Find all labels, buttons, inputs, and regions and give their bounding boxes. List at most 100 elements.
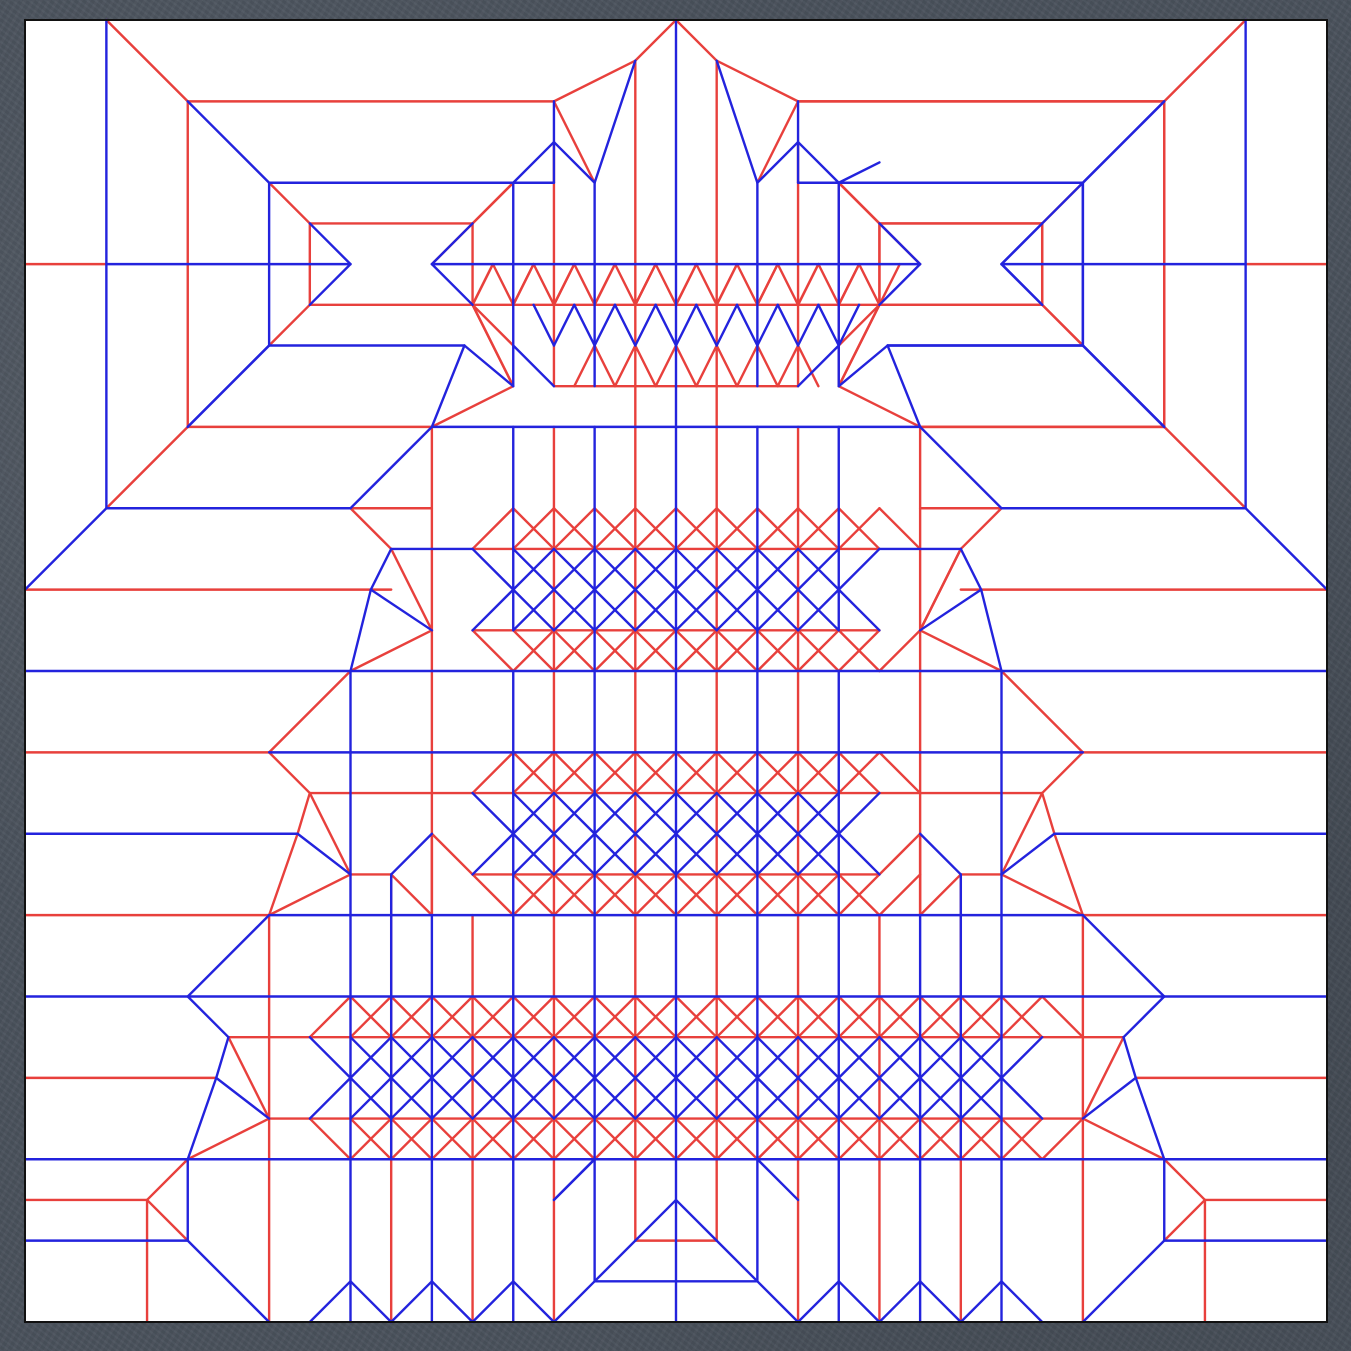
valley-crease-150 — [463, 344, 515, 388]
valley-crease-126 — [756, 303, 779, 347]
valley-crease-508 — [674, 1035, 718, 1080]
mountain-crease-207 — [918, 629, 1003, 673]
mountain-crease-267 — [552, 629, 596, 673]
valley-crease-368 — [593, 832, 637, 876]
mountain-crease-487 — [959, 995, 1003, 1039]
valley-crease-609 — [308, 1280, 352, 1324]
mountain-crease-567 — [552, 1117, 596, 1161]
valley-crease-546 — [796, 1076, 840, 1120]
valley-crease-526 — [389, 1076, 434, 1120]
valley-crease-400 — [471, 791, 515, 835]
valley-crease-130 — [837, 303, 861, 347]
valley-crease-4 — [23, 507, 108, 591]
mountain-crease-131 — [573, 344, 596, 388]
mountain-crease-312 — [1040, 791, 1056, 835]
valley-crease-630 — [552, 1280, 596, 1324]
valley-crease-613 — [471, 1280, 515, 1324]
valley-crease-176 — [1081, 344, 1166, 429]
valley-crease-622 — [756, 1158, 800, 1202]
mountain-crease-58 — [674, 18, 718, 62]
mountain-crease-271 — [634, 629, 678, 673]
valley-crease-401 — [837, 791, 881, 835]
valley-crease-64 — [593, 59, 637, 184]
mountain-crease-555 — [308, 1117, 352, 1161]
valley-crease-236 — [593, 547, 637, 591]
valley-crease-498 — [471, 1035, 515, 1080]
mountain-crease-590 — [1040, 1117, 1085, 1161]
mountain-crease-279 — [796, 629, 840, 673]
mountain-crease-409 — [918, 873, 963, 917]
valley-crease-317 — [296, 832, 352, 876]
valley-crease-262 — [796, 588, 840, 632]
valley-crease-160 — [186, 344, 271, 429]
valley-crease-244 — [756, 547, 800, 591]
mountain-crease-95 — [471, 262, 495, 307]
valley-crease-256 — [674, 588, 718, 632]
valley-crease-70 — [552, 140, 596, 184]
mountain-crease-573 — [674, 1117, 718, 1161]
mountain-crease-316 — [1000, 791, 1044, 876]
mountain-crease-215 — [552, 507, 596, 551]
mountain-crease-459 — [389, 995, 434, 1039]
mountain-crease-457 — [349, 995, 393, 1039]
valley-crease-496 — [430, 1035, 474, 1080]
valley-crease-530 — [471, 1076, 515, 1120]
valley-crease-252 — [593, 588, 637, 632]
valley-crease-71 — [756, 140, 800, 184]
mountain-crease-407 — [878, 832, 922, 876]
valley-crease-38 — [308, 262, 352, 307]
valley-crease-352 — [593, 791, 637, 835]
valley-crease-72 — [512, 140, 556, 184]
mountain-crease-561 — [430, 1117, 474, 1161]
valley-crease-203 — [979, 588, 1003, 673]
mountain-crease-100 — [613, 262, 637, 307]
valley-crease-592 — [308, 1076, 352, 1120]
mountain-crease-97 — [512, 262, 535, 307]
mountain-crease-145 — [837, 303, 881, 388]
valley-crease-624 — [634, 1198, 678, 1242]
valley-crease-608 — [1081, 1239, 1166, 1324]
valley-crease-502 — [552, 1035, 596, 1080]
mountain-crease-333 — [593, 751, 637, 795]
valley-crease-512 — [756, 1035, 800, 1080]
valley-crease-162 — [1081, 100, 1166, 184]
valley-crease-354 — [634, 791, 678, 835]
valley-crease-362 — [796, 791, 840, 835]
mountain-crease-319 — [267, 832, 299, 917]
valley-crease-168 — [1040, 181, 1085, 225]
valley-crease-248 — [512, 588, 556, 632]
mountain-crease-604 — [1163, 1198, 1207, 1242]
mountain-crease-1 — [1163, 18, 1247, 103]
valley-crease-615 — [796, 1280, 840, 1324]
mountain-crease-585 — [918, 1117, 963, 1161]
valley-crease-284 — [471, 588, 515, 632]
valley-crease-438 — [186, 995, 230, 1039]
mountain-crease-194 — [349, 507, 393, 551]
valley-crease-524 — [349, 1076, 393, 1120]
valley-crease-631 — [756, 1280, 800, 1324]
valley-crease-542 — [715, 1076, 759, 1120]
valley-crease-544 — [756, 1076, 800, 1120]
valley-crease-122 — [674, 303, 698, 347]
mountain-crease-575 — [715, 1117, 759, 1161]
mountain-crease-587 — [959, 1117, 1003, 1161]
valley-crease-36 — [308, 222, 352, 266]
valley-crease-232 — [512, 547, 556, 591]
valley-crease-516 — [837, 1035, 881, 1080]
valley-crease-234 — [552, 547, 596, 591]
valley-crease-200 — [369, 547, 393, 591]
mountain-crease-475 — [715, 995, 759, 1039]
mountain-crease-281 — [837, 629, 881, 673]
valley-crease-164 — [1000, 262, 1044, 307]
mountain-crease-110 — [817, 262, 840, 307]
valley-crease-623 — [552, 1158, 596, 1202]
mountain-crease-563 — [471, 1117, 515, 1161]
valley-crease-115 — [532, 303, 556, 347]
mountain-crease-571 — [634, 1117, 678, 1161]
mountain-crease-471 — [634, 995, 678, 1039]
valley-crease-41 — [878, 222, 922, 266]
mountain-crease-103 — [634, 262, 657, 307]
valley-crease-151 — [837, 344, 889, 388]
valley-crease-16 — [186, 100, 271, 184]
mountain-crease-198 — [389, 547, 434, 632]
